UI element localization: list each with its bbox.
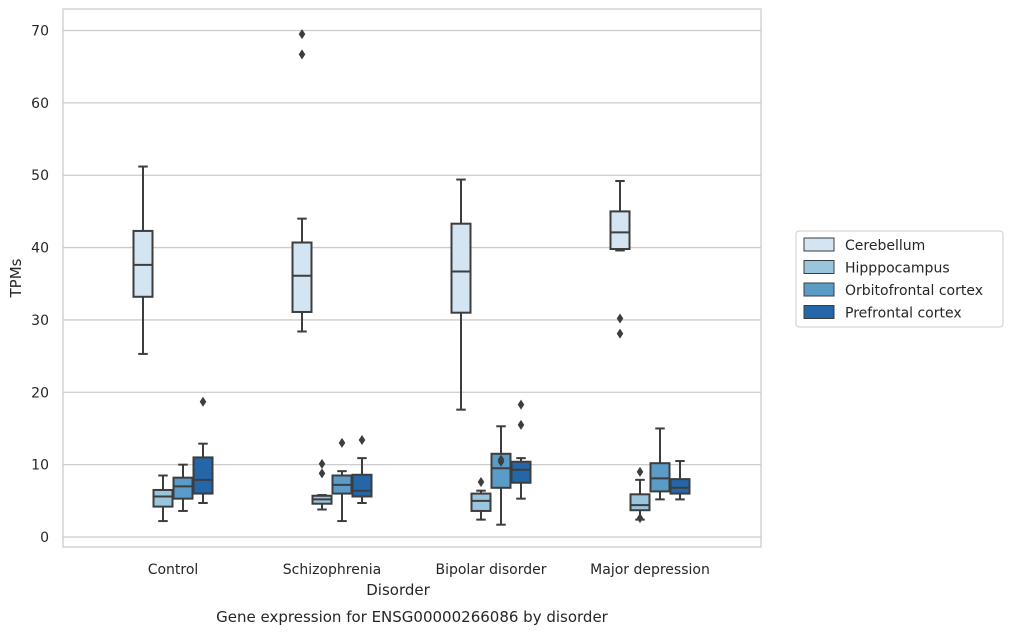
box-plot-marks <box>132 29 691 526</box>
legend: Cerebellum Hipppocampus Orbitofrontal cort… <box>795 230 1004 328</box>
outlier-point <box>477 477 485 488</box>
x-tick-label: Bipolar disorder <box>435 562 546 578</box>
series-prefrontal-cortex <box>192 396 691 504</box>
box <box>132 229 154 298</box>
x-tick-label: Major depression <box>590 562 710 578</box>
legend-swatch <box>803 237 835 252</box>
box-group <box>450 178 472 411</box>
outlier-point <box>358 435 366 446</box>
y-tick-label: 0 <box>40 530 49 546</box>
box <box>351 473 373 498</box>
box-group <box>331 437 353 523</box>
outlier-point <box>318 468 326 479</box>
legend-swatch <box>803 282 835 297</box>
box-group <box>311 458 333 511</box>
box <box>669 478 691 495</box>
outlier-point <box>298 49 306 60</box>
outlier-point <box>517 399 525 410</box>
y-tick-label: 70 <box>31 24 49 40</box>
box-group <box>470 477 492 521</box>
legend-label: Prefrontal cortex <box>845 306 962 322</box>
gridlines <box>63 29 761 538</box>
outlier-point <box>497 454 505 465</box>
box <box>629 493 651 512</box>
outlier-point <box>199 396 207 407</box>
outlier-point <box>636 466 644 477</box>
legend-swatch <box>803 260 835 274</box>
y-axis-ticks: 0 10 20 30 40 50 60 70 <box>31 24 49 547</box>
box <box>172 476 194 500</box>
box-group <box>649 427 671 501</box>
series-cerebellum <box>132 29 631 411</box>
y-tick-label: 30 <box>31 313 49 329</box>
outlier-point <box>298 29 306 40</box>
outlier-point <box>636 513 644 524</box>
box-group <box>629 466 651 524</box>
box-group <box>490 425 512 526</box>
series-orbitofrontal-cortex <box>172 425 671 526</box>
box-group <box>609 180 631 339</box>
box <box>291 241 313 313</box>
plot-frame <box>62 8 762 548</box>
legend-label: Orbitofrontal cortex <box>845 283 983 299</box>
box <box>470 492 492 512</box>
outlier-point <box>318 458 326 469</box>
legend-swatch <box>803 305 835 319</box>
box-group <box>132 165 154 355</box>
x-axis-ticks: Control Schizophrenia Bipolar disorder Majo… <box>148 562 710 578</box>
x-tick-label: Control <box>148 562 199 578</box>
legend-label: Hipppocampus <box>845 261 950 277</box>
y-tick-label: 50 <box>31 168 49 184</box>
x-tick-label: Schizophrenia <box>283 562 381 578</box>
legend-label: Cerebellum <box>845 238 925 254</box>
x-axis-label: Disorder <box>366 581 430 599</box>
y-tick-label: 10 <box>31 458 49 474</box>
box-group <box>192 396 214 504</box>
y-tick-label: 20 <box>31 385 49 401</box>
box-group <box>172 463 194 512</box>
series-hipppocampus <box>152 458 651 524</box>
box <box>192 456 214 495</box>
chart-caption: Gene expression for ENSG00000266086 by d… <box>216 608 609 626</box>
box-group <box>291 29 313 333</box>
box <box>649 462 671 493</box>
legend-frame <box>795 230 1004 328</box>
box <box>152 488 174 508</box>
outlier-point <box>338 437 346 448</box>
outlier-point <box>616 328 624 339</box>
box <box>609 210 631 251</box>
outlier-point <box>517 419 525 430</box>
y-axis-label: TPMs <box>7 258 25 298</box>
box-group <box>351 435 373 504</box>
outlier-point <box>616 313 624 324</box>
y-tick-label: 40 <box>31 241 49 257</box>
box <box>510 460 532 484</box>
y-tick-label: 60 <box>31 96 49 112</box>
box-group <box>510 399 532 500</box>
box <box>450 222 472 314</box>
box-group <box>669 460 691 501</box>
box-group <box>152 474 174 523</box>
